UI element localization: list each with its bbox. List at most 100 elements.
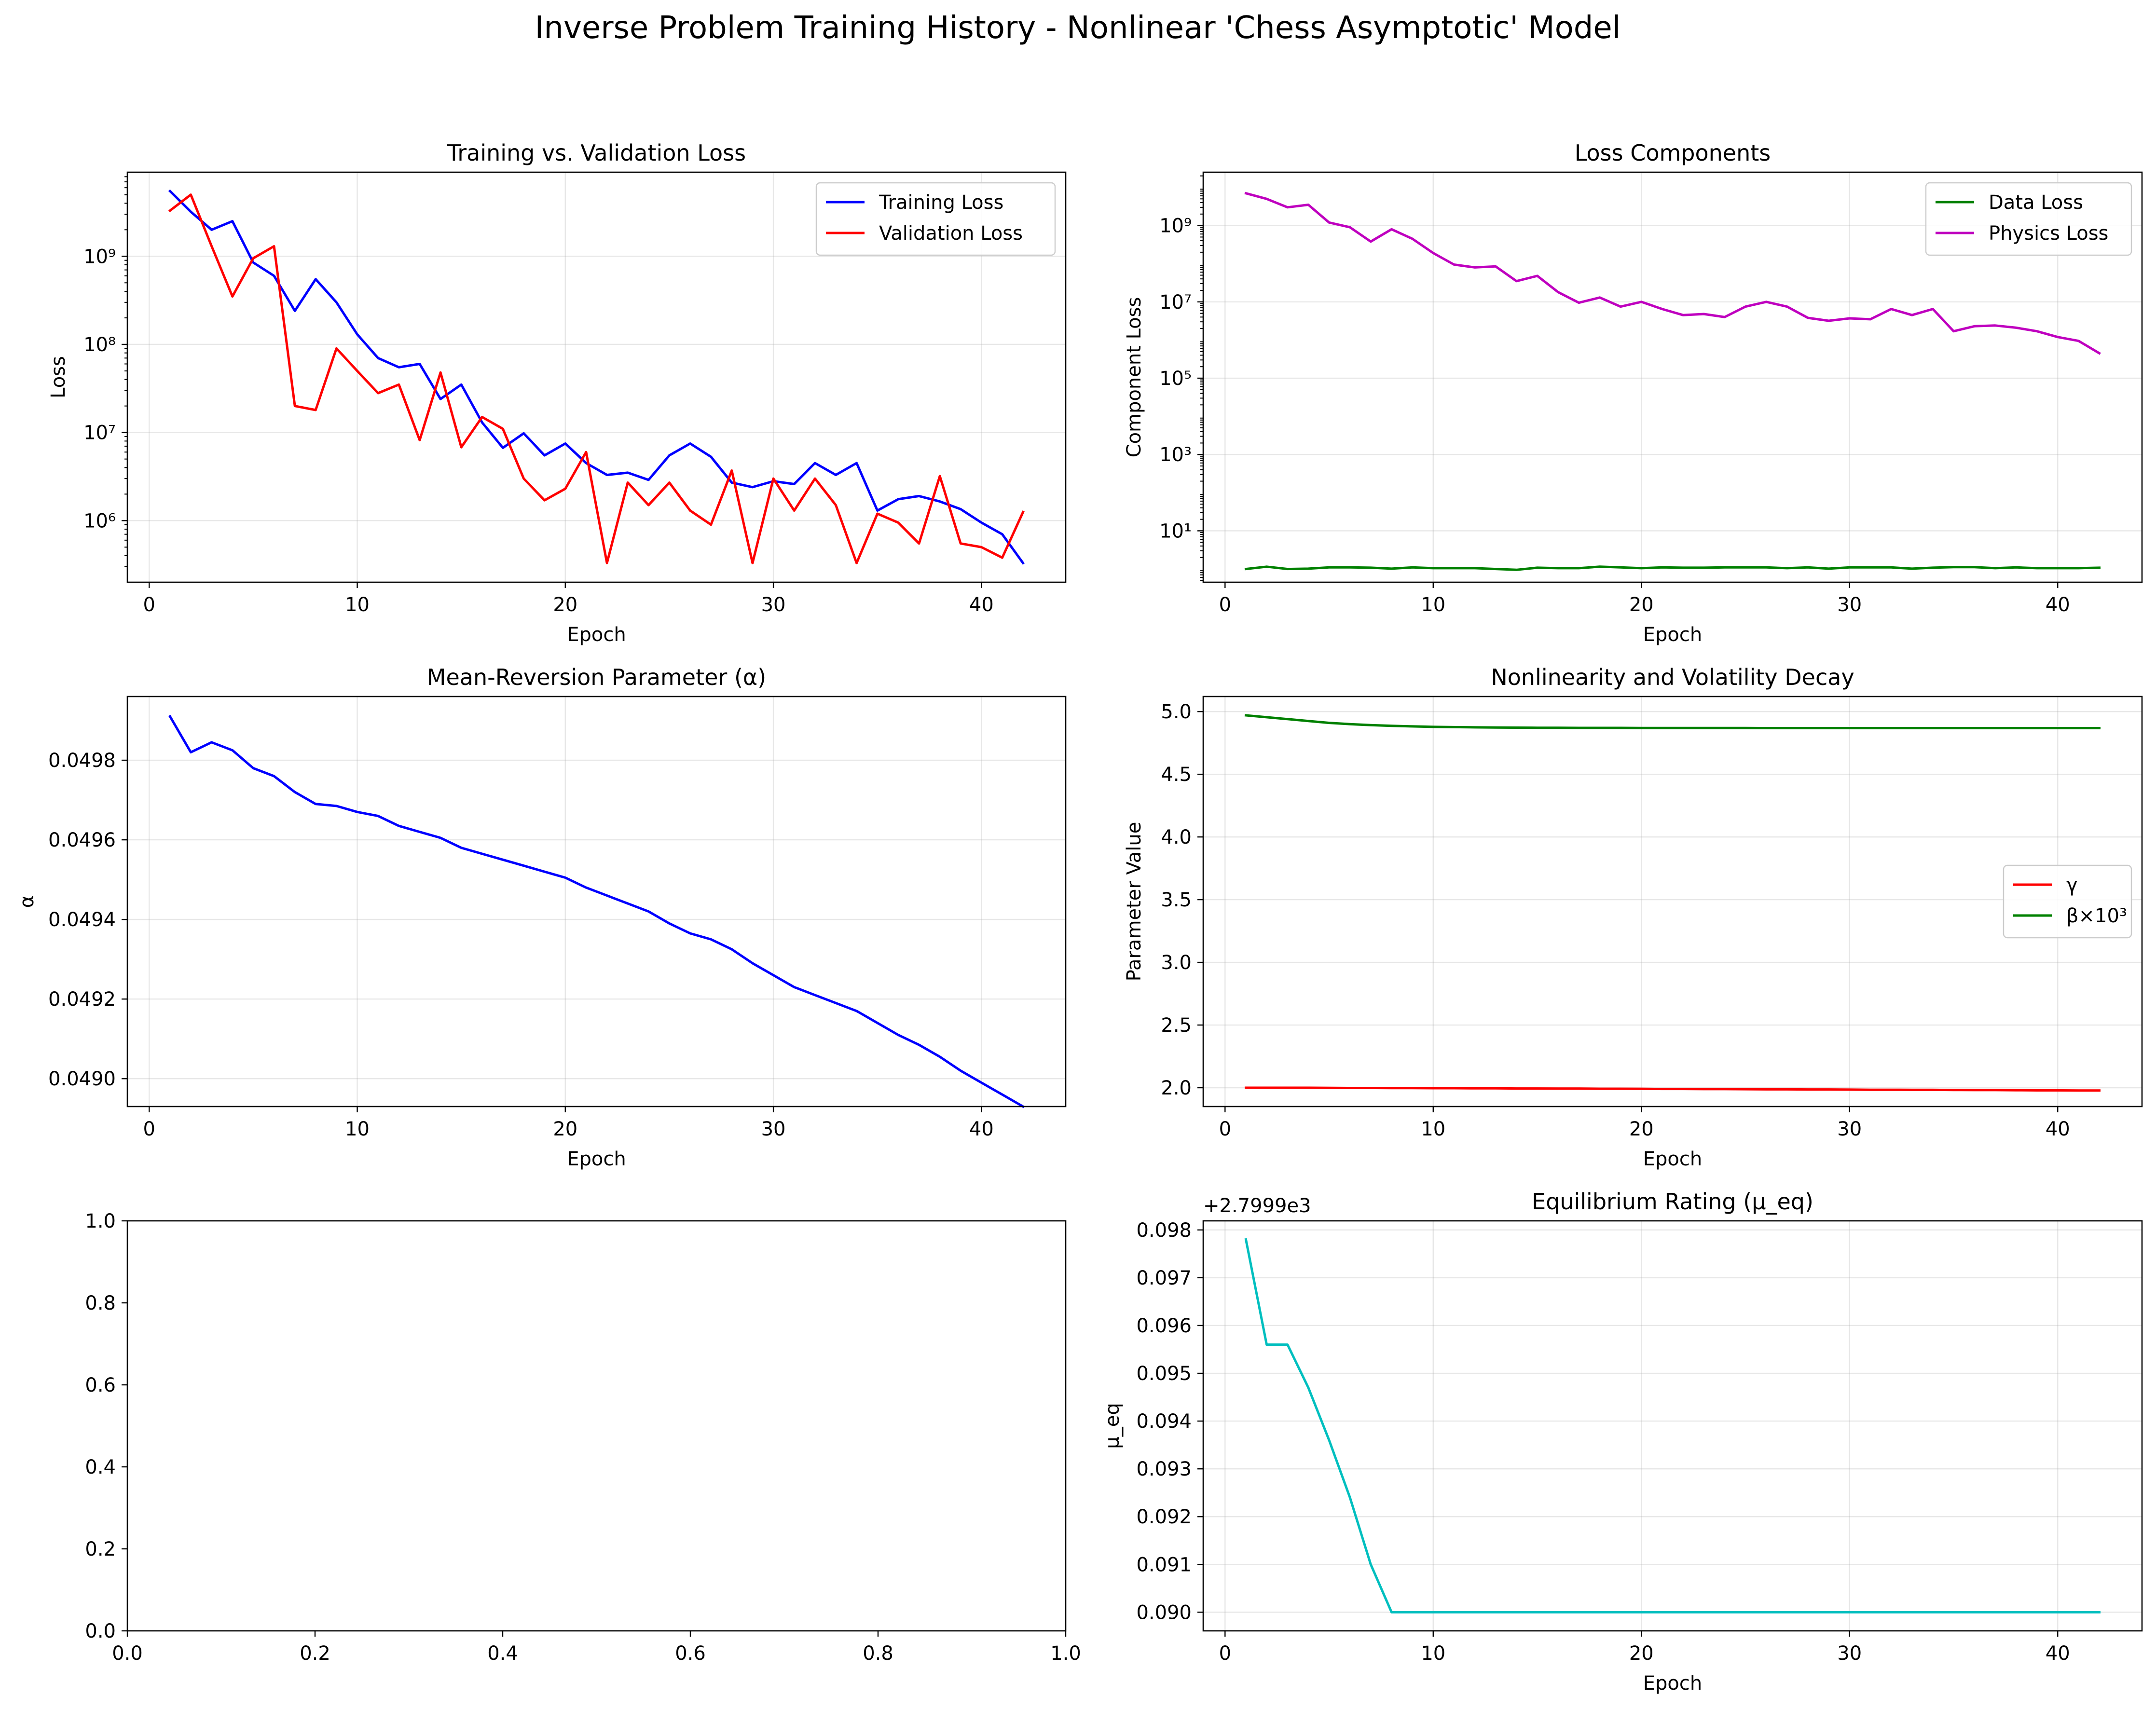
x-tick-label: 10 [345,594,370,616]
y-tick-label: 0.8 [85,1292,116,1314]
y-offset-label: +2.7999e3 [1203,1195,1311,1217]
x-axis-label: Epoch [1643,1672,1702,1695]
y-tick-label: 5.0 [1161,701,1192,723]
x-tick-label: 20 [1629,594,1654,616]
y-tick-label: 2.0 [1161,1077,1192,1099]
x-tick-label: 0.0 [112,1642,143,1665]
axes-frame [126,696,1067,1107]
x-axis-label: Epoch [1643,624,1702,646]
axes-frame [1202,171,2143,583]
y-tick-label: 2.5 [1161,1014,1192,1037]
x-tick-label: 20 [1629,1118,1654,1140]
y-axis-label: α [16,895,38,908]
legend-label: γ [2066,874,2078,896]
series-line-data-loss [1244,565,2101,571]
x-tick-label: 40 [969,1118,994,1140]
y-tick-label: 10⁷ [83,422,116,444]
x-tick-label: 30 [761,594,786,616]
x-tick-label: 40 [2046,1118,2070,1140]
chart-alpha: 0 10 20 30 40 0.0490 0.0492 0.0494 0.0496 0.0498 M… [16,664,1067,1170]
x-tick-label: 0 [1219,594,1231,616]
chart-components: 0 10 20 30 40 10¹ 10³ 10⁵ 10⁷ 10⁹ Loss Components E… [1123,140,2143,646]
chart-loss: 0 10 20 30 40 10⁶ 10⁷ 10⁸ 10⁹ Training vs. Valida… [47,140,1067,646]
y-tick-label: 10⁶ [83,510,116,532]
legend-label: β×10³ [2066,905,2127,927]
x-tick-label: 0.2 [300,1642,330,1665]
x-tick-label: 0.8 [863,1642,893,1665]
chart-nonlinearity: 0 10 20 30 40 2.0 2.5 3.0 3.5 4.0 4.5 5.0 Nonlineari… [1123,664,2143,1170]
x-tick-label: 0 [1219,1118,1231,1140]
y-tick-label: 0.092 [1136,1506,1192,1528]
x-tick-label: 0 [1219,1642,1231,1665]
y-axis-label: Component Loss [1123,297,1145,458]
legend-box [815,182,1056,256]
x-tick-label: 20 [1629,1642,1654,1665]
x-tick-label: 10 [1421,1118,1445,1140]
chart-title: Equilibrium Rating (μ_eq) [1532,1189,1813,1215]
chart-title: Mean-Reversion Parameter (α) [427,664,766,690]
y-tick-label: 0.098 [1136,1219,1192,1242]
x-tick-label: 30 [1837,594,1862,616]
x-axis-label: Epoch [567,1148,626,1170]
y-tick-label: 0.095 [1136,1363,1192,1385]
legend: γ β×10³ [2003,864,2132,939]
chart-mu: 0 10 20 30 40 0.090 0.091 0.092 0.093 0.094 0.095 0… [1101,1189,2143,1695]
x-tick-label: 10 [1421,594,1445,616]
series-line-training-loss [168,189,1025,565]
y-tick-label: 4.5 [1161,764,1192,786]
y-tick-label: 10⁸ [83,334,116,356]
y-tick-label: 0.094 [1136,1410,1192,1433]
y-tick-label: 10⁹ [83,246,116,268]
legend-label: Validation Loss [879,222,1023,245]
y-axis-label: Loss [47,356,69,398]
axes-frame [1202,1220,2143,1632]
x-tick-label: 0.4 [487,1642,518,1665]
y-tick-label: 0.0498 [48,750,116,772]
figure-suptitle: Inverse Problem Training History - Nonli… [535,10,1621,46]
y-tick-label: 0.4 [85,1456,116,1478]
y-tick-label: 0.097 [1136,1267,1192,1289]
y-tick-label: 10⁷ [1159,291,1192,314]
chart-title: Loss Components [1575,140,1771,166]
legend: Training Loss Validation Loss [815,182,1056,256]
x-tick-label: 40 [2046,594,2070,616]
y-tick-label: 10¹ [1159,520,1192,542]
series-line--10- [1244,714,2101,729]
series-line-- [1245,1086,2101,1092]
y-tick-label: 0.2 [85,1538,116,1560]
y-tick-label: 10³ [1159,444,1192,466]
y-tick-label: 10⁹ [1159,215,1192,237]
y-tick-label: 10⁵ [1159,368,1192,390]
y-tick-label: 0.0490 [48,1068,116,1090]
axes-frame [1202,696,2143,1107]
legend-label: Data Loss [1989,191,2083,214]
y-tick-label: 0.6 [85,1374,116,1396]
y-tick-label: 0.090 [1136,1601,1192,1624]
y-tick-label: 1.0 [85,1210,116,1232]
y-tick-label: 3.5 [1161,889,1192,911]
y-tick-label: 0.093 [1136,1458,1192,1480]
series-line-physics-loss [1244,191,2101,355]
x-tick-label: 30 [761,1118,786,1140]
x-tick-label: 1.0 [1050,1642,1081,1665]
x-tick-label: 0 [143,594,155,616]
x-tick-label: 20 [553,594,577,616]
x-tick-label: 40 [969,594,994,616]
y-tick-label: 0.0492 [48,988,116,1011]
y-tick-label: 0.0 [85,1620,116,1642]
x-tick-label: 30 [1837,1642,1862,1665]
x-tick-label: 0.6 [675,1642,706,1665]
x-tick-label: 30 [1837,1118,1862,1140]
x-axis-label: Epoch [1643,1148,1702,1170]
series-line-0 [1244,1238,2101,1613]
x-tick-label: 10 [345,1118,370,1140]
y-tick-label: 4.0 [1161,826,1192,848]
y-tick-label: 0.096 [1136,1315,1192,1337]
x-axis-label: Epoch [567,624,626,646]
chart-title: Nonlinearity and Volatility Decay [1491,664,1854,690]
legend-label: Physics Loss [1989,222,2108,245]
x-tick-label: 10 [1421,1642,1445,1665]
x-tick-label: 20 [553,1118,577,1140]
legend-box [1925,182,2132,256]
